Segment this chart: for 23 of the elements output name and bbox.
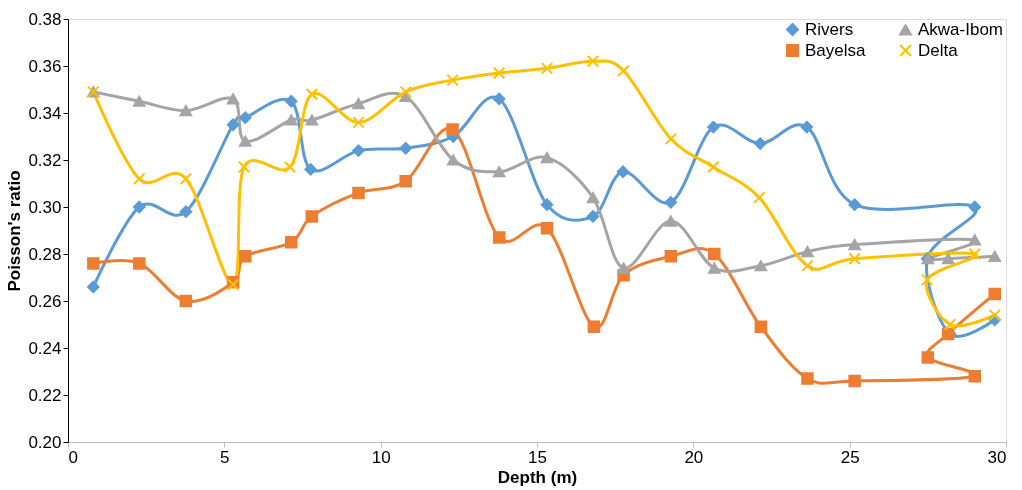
legend-label: Akwa-Ibom [918, 19, 1004, 39]
y-tick-label: 0.26 [28, 291, 62, 311]
y-tick-label: 0.38 [28, 9, 62, 29]
y-tick-label: 0.20 [28, 432, 62, 452]
y-tick-label: 0.28 [28, 244, 62, 264]
y-tick-label: 0.24 [28, 338, 62, 358]
x-tick-label: 0 [68, 447, 78, 467]
x-tick-label: 10 [371, 447, 391, 467]
x-axis-title: Depth (m) [497, 467, 578, 487]
x-tick-label: 30 [987, 447, 1007, 467]
y-axis-title: Poisson's ratio [5, 170, 25, 292]
y-tick-label: 0.32 [28, 150, 62, 170]
y-tick-label: 0.22 [28, 385, 62, 405]
x-tick-label: 5 [220, 447, 230, 467]
x-tick-label: 20 [684, 447, 704, 467]
legend-label: Rivers [805, 19, 854, 39]
y-tick-label: 0.34 [28, 103, 62, 123]
y-tick-label: 0.36 [28, 56, 62, 76]
x-tick-label: 25 [840, 447, 860, 467]
x-tick-label: 15 [528, 447, 547, 467]
legend-label: Bayelsa [805, 40, 867, 60]
y-tick-label: 0.30 [28, 197, 62, 217]
legend-label: Delta [918, 40, 959, 60]
